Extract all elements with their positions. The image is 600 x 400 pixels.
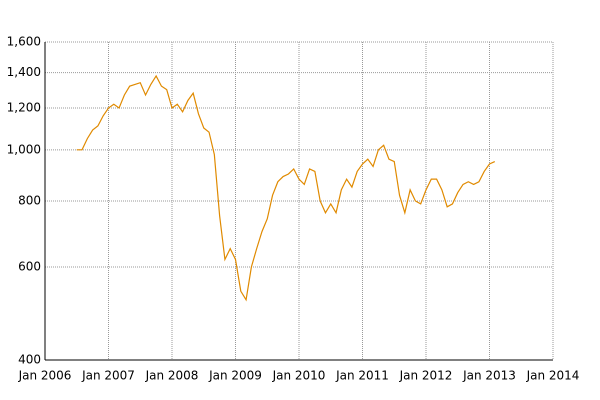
x-tick-label: Jan 2012 <box>399 369 453 383</box>
y-tick-label: 1,200 <box>7 100 41 114</box>
y-tick-label: 400 <box>18 353 41 367</box>
y-tick-label: 800 <box>18 194 41 208</box>
y-tick-label: 1,400 <box>7 65 41 79</box>
x-tick-label: Jan 2014 <box>526 369 580 383</box>
price-line <box>76 74 496 302</box>
x-tick-label: Jan 2011 <box>335 369 389 383</box>
y-tick-label: 1,600 <box>7 35 41 49</box>
y-tick-label: 600 <box>18 259 41 273</box>
x-tick-label: Jan 2013 <box>462 369 516 383</box>
x-tick-label: Jan 2007 <box>81 369 135 383</box>
x-tick-label: Jan 2008 <box>145 369 199 383</box>
y-tick-label: 1,000 <box>7 142 41 156</box>
x-tick-label: Jan 2010 <box>272 369 326 383</box>
x-tick-label: Jan 2006 <box>18 369 72 383</box>
x-tick-label: Jan 2009 <box>208 369 262 383</box>
